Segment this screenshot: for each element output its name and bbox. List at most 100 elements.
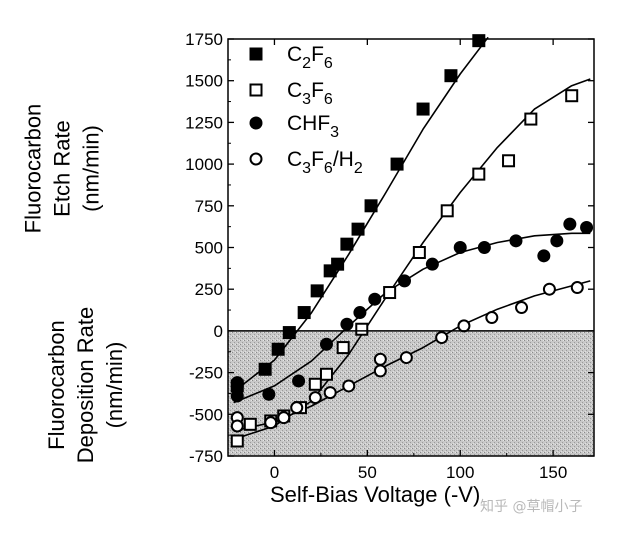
point-chf3 [397,274,411,288]
point-c3f6-h2 [399,351,413,365]
legend-label-c3f6-h2: C3F6/H2 [287,148,363,177]
y-label-line: Fluorocarbon [20,103,46,234]
legend-text: C [287,79,302,102]
point-c2f6 [416,102,430,116]
point-chf3 [292,374,306,388]
point-c3f6 [524,112,538,126]
y-axis-label-etch: Fluorocarbon Etch Rate (nm/min) [19,69,106,269]
point-chf3 [262,387,276,401]
point-c3f6 [243,417,257,431]
point-c3f6-h2 [308,391,322,405]
point-c3f6-h2 [485,311,499,325]
legend-marker-c3f6-h2 [249,152,263,166]
legend-marker-c3f6 [249,83,263,97]
point-chf3 [580,220,594,234]
point-chf3 [537,249,551,263]
y-tick-label: 250 [195,280,223,299]
point-chf3 [368,292,382,306]
y-tick-label: 1000 [185,155,223,174]
legend-marker-c2f6 [249,47,263,61]
legend-label-c2f6: C2F6 [287,43,333,72]
point-c3f6 [336,341,350,355]
legend-label-chf3: CHF3 [287,112,339,141]
point-c3f6-h2 [435,331,449,345]
point-c3f6-h2 [277,411,291,425]
point-c3f6 [230,434,244,448]
point-c3f6-h2 [264,416,278,430]
y-tick-label: 1500 [185,72,223,91]
y-axis-label-deposition: Fluorocarbon Deposition Rate (nm/min) [42,260,129,510]
point-c3f6-h2 [230,419,244,433]
point-c3f6 [308,377,322,391]
point-c3f6-h2 [542,282,556,296]
y-label-line: (nm/min) [102,341,127,429]
legend-subscript: 2 [354,160,363,177]
point-c2f6 [351,222,365,236]
point-c3f6-h2 [342,379,356,393]
point-c2f6 [282,326,296,340]
y-label-line: (nm/min) [78,125,104,212]
point-chf3 [477,241,491,254]
legend-text: C [287,43,302,66]
legend-text: F [311,148,324,171]
point-chf3 [550,234,564,248]
y-tick-label: 1750 [185,30,223,49]
y-label-line: Deposition Rate [73,306,98,464]
deposition-region [228,330,594,456]
point-c3f6 [472,167,486,181]
legend-text: C [287,148,302,171]
y-label-line: Etch Rate [49,120,75,217]
point-c3f6-h2 [323,386,337,400]
point-c3f6-h2 [570,281,584,295]
y-tick-label: -250 [189,364,223,383]
legend-text: CHF [287,112,330,135]
y-tick-label: -500 [189,405,223,424]
point-chf3 [230,389,244,403]
x-tick-label: 100 [446,463,474,482]
point-c2f6 [472,34,486,48]
fit-line-chf3 [233,232,591,404]
point-c3f6 [383,286,397,300]
point-chf3 [319,337,333,351]
point-chf3 [453,241,467,254]
legend-subscript: 6 [324,55,333,72]
y-tick-label: 0 [214,322,223,341]
point-c3f6-h2 [373,352,387,366]
point-c2f6 [258,362,272,376]
legend-subscript: 3 [302,91,311,108]
legend-subscript: 6 [324,160,333,177]
point-chf3 [425,257,439,271]
x-tick-label: 150 [539,463,567,482]
watermark: 知乎 @草帽小子 [480,499,583,515]
point-c3f6-h2 [290,401,304,415]
point-c3f6 [319,367,333,381]
y-tick-label: -750 [189,447,223,466]
y-tick-label: 500 [195,239,223,258]
point-chf3 [509,234,523,248]
point-c3f6-h2 [457,319,471,333]
point-c3f6 [502,154,516,168]
point-c3f6-h2 [373,364,387,378]
legend-subscript: 3 [302,160,311,177]
point-c2f6 [444,69,458,83]
legend-text: F [311,43,324,66]
point-c3f6-h2 [515,301,529,315]
x-tick-label: 50 [358,463,377,482]
legend-subscript: 3 [330,124,339,141]
legend-text: /H [333,148,354,171]
point-chf3 [563,217,577,231]
y-tick-label: 750 [195,197,223,216]
point-c3f6 [412,246,426,260]
point-c2f6 [390,157,404,171]
point-c3f6 [355,322,369,336]
legend-marker-chf3 [249,116,263,130]
point-c2f6 [340,237,354,251]
y-tick-label: 1250 [185,113,223,132]
point-chf3 [230,376,244,390]
legend-text: F [311,79,324,102]
point-c3f6 [440,204,454,218]
point-c2f6 [331,257,345,271]
x-axis-label: Self-Bias Voltage (-V) [270,482,481,507]
